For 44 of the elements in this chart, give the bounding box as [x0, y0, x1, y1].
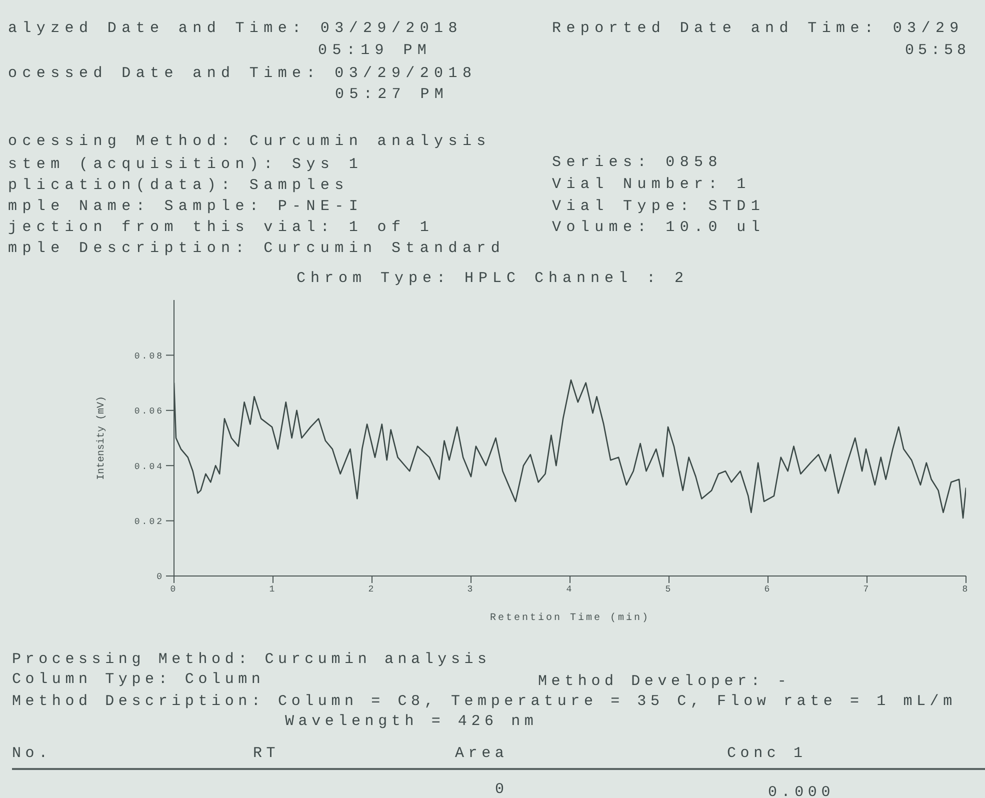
text: mple Description: Curcumin Standard: [8, 240, 506, 257]
text: jection from this vial: 1 of 1: [8, 219, 434, 236]
text: Series: 0858: [552, 154, 722, 171]
text: 05:19 PM: [318, 42, 432, 59]
text: ocessing Method: Curcumin analysis: [8, 133, 491, 150]
x-tick-label: 0: [170, 584, 178, 594]
text: 05:27 PM: [335, 86, 449, 103]
x-tick-label: 4: [566, 584, 574, 594]
chart-title: Chrom Type: HPLC Channel : 2: [295, 270, 690, 287]
text: Area: [455, 745, 508, 762]
text: Method Description: Column = C8, Temperature = 35 C, Flow rate = 1 mL/m: [12, 693, 956, 710]
text: Reported Date and Time: 03/29: [552, 20, 964, 37]
text: Method Developer: -: [538, 673, 791, 690]
text: RT: [253, 745, 280, 762]
text: Wavelength = 426 nm: [285, 713, 538, 730]
y-tick-label: 0.02: [134, 516, 164, 527]
text: 05:58: [905, 42, 970, 59]
text: Volume: 10.0 ul: [552, 219, 766, 236]
y-tick-label: 0.04: [134, 462, 164, 472]
x-tick-label: 1: [269, 584, 277, 594]
y-tick-label: 0.06: [134, 406, 164, 417]
text: alyzed Date and Time: 03/29/2018: [8, 20, 462, 37]
x-tick-label: 5: [665, 584, 673, 594]
text: No.: [12, 745, 52, 762]
x-tick-label: 8: [962, 584, 970, 594]
text: Conc 1: [727, 745, 807, 762]
text: ocessed Date and Time: 03/29/2018: [8, 65, 477, 82]
text: Column Type: Column: [12, 671, 265, 688]
y-tick-label: 0.08: [134, 351, 164, 362]
text: stem (acquisition): Sys 1: [8, 156, 364, 173]
text: Vial Type: STD1: [552, 198, 766, 215]
text: plication(data): Samples: [8, 177, 349, 194]
x-tick-label: 3: [467, 584, 475, 594]
x-tick-label: 6: [764, 584, 772, 594]
x-axis-title: Retention Time (min): [490, 612, 650, 624]
x-tick-label: 2: [368, 584, 376, 594]
y-tick-label: 0: [156, 572, 164, 582]
text: Vial Number: 1: [552, 176, 751, 193]
y-axis-title: Intensity (mV): [96, 396, 108, 480]
x-tick-label: 7: [863, 584, 871, 594]
text: Processing Method: Curcumin analysis: [12, 651, 491, 668]
text: mple Name: Sample: P-NE-I: [8, 198, 364, 215]
text: 0.000: [768, 784, 835, 798]
text: 0: [495, 781, 508, 798]
